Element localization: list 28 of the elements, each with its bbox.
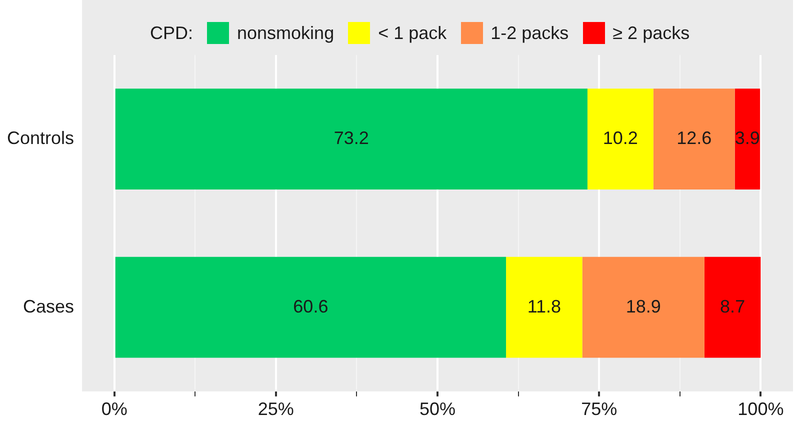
legend-title: CPD: [150,22,194,44]
bar [506,256,582,358]
legend-label: < 1 pack [378,22,447,44]
data-label: 10.2 [602,128,638,148]
legend-label: nonsmoking [237,22,334,44]
data-label: 60.6 [293,296,328,316]
x-tick-label: 75% [581,399,618,420]
data-label: 8.7 [720,296,746,316]
y-tick-label: Controls [6,128,74,148]
data-label: 11.8 [527,296,562,316]
data-label: 18.9 [626,296,661,316]
data-label: 12.6 [676,128,712,148]
x-tick-label: 100% [738,399,784,420]
x-tick-label: 0% [101,399,128,420]
bar [582,256,704,358]
bar [704,256,761,358]
data-label: 73.2 [334,128,369,148]
bar [587,88,654,190]
bar [115,88,588,190]
x-tick-label: 50% [419,399,456,420]
bar [734,88,760,190]
y-tick-label: Cases [22,296,74,316]
legend-label: ≥ 2 packs [612,22,690,44]
legend-label: 1-2 packs [490,22,569,44]
bar [115,256,506,358]
x-tick-label: 25% [258,399,294,420]
bar [653,88,735,190]
data-label: 3.9 [734,128,760,148]
